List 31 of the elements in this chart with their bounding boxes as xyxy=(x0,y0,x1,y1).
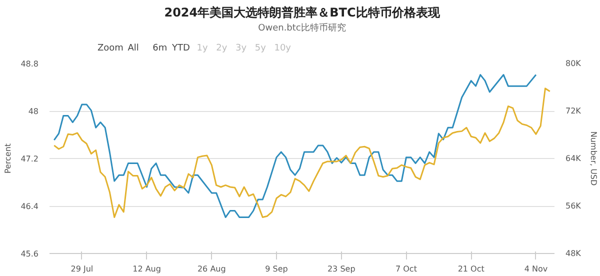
x-tick-label: 12 Aug xyxy=(132,264,161,274)
y2-tick-label: 48K xyxy=(566,249,582,258)
x-tick-label: 26 Aug xyxy=(197,264,226,274)
x-tick-label: 4 Nov xyxy=(524,264,548,274)
text: 2y xyxy=(216,44,228,54)
y-axis-title: Percent xyxy=(4,143,13,174)
x-tick-label: 7 Oct xyxy=(396,264,417,274)
y-tick-label: 46.4 xyxy=(20,202,38,211)
chart-subtitle: Owen.btc比特币研究 xyxy=(258,22,346,34)
text: 5y xyxy=(254,44,267,54)
y2-tick-label: 80K xyxy=(566,59,582,68)
text: 3y xyxy=(236,44,248,54)
y2-tick-label: 64K xyxy=(566,154,582,163)
y-tick-label: 48 xyxy=(28,107,39,116)
chart-title: 2024年美国大选特朗普胜率＆BTC比特币价格表现 xyxy=(164,6,441,20)
text: 6m xyxy=(152,44,168,54)
y-tick-label: 47.2 xyxy=(20,154,38,164)
y2-tick-label: 56K xyxy=(566,202,582,210)
text: 10y xyxy=(274,44,292,54)
y2-axis-title: Number, USD xyxy=(588,131,598,186)
x-tick-label: 21 Oct xyxy=(458,264,484,274)
text: All xyxy=(128,44,139,54)
text: Zoom xyxy=(97,44,124,54)
x-tick-label: 23 Sep xyxy=(327,264,356,274)
x-tick-label: 29 Jul xyxy=(70,264,94,274)
text: YTD xyxy=(170,44,190,54)
y-tick-label: 48.8 xyxy=(20,60,38,68)
x-tick-label: 9 Sep xyxy=(265,264,288,274)
y-tick-label: 45.6 xyxy=(20,250,38,258)
y2-tick-label: 72K xyxy=(566,106,582,116)
text: 1y xyxy=(196,44,209,54)
